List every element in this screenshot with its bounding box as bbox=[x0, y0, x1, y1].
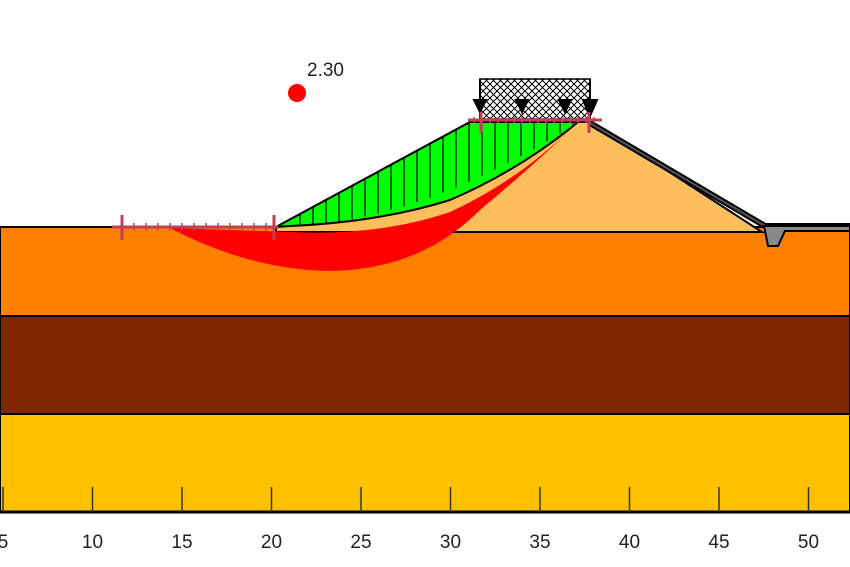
factor-of-safety-label: 2.30 bbox=[307, 60, 344, 81]
ditch bbox=[762, 225, 850, 247]
axis-tick-label: 35 bbox=[529, 532, 550, 553]
axis-tick-label: 15 bbox=[171, 532, 192, 553]
axis-tick-label: 20 bbox=[261, 532, 282, 553]
slip-surface bbox=[170, 122, 578, 271]
axis-tick-label: 45 bbox=[708, 532, 729, 553]
soil-layer-bottom bbox=[0, 413, 850, 513]
axis-tick-label: 25 bbox=[350, 532, 371, 553]
axis-tick-label: 40 bbox=[619, 532, 640, 553]
axis-tick-label: 5 bbox=[0, 532, 8, 553]
slip-center-marker bbox=[288, 84, 306, 102]
axis-tick-label: 30 bbox=[440, 532, 461, 553]
surcharge-load bbox=[479, 78, 591, 120]
soil-layer-middle bbox=[0, 315, 850, 415]
axis-tick-label: 10 bbox=[82, 532, 103, 553]
load-arrows bbox=[472, 79, 599, 120]
slip-limits bbox=[112, 112, 602, 240]
x-axis: 5 10 15 20 25 30 35 40 45 50 bbox=[0, 487, 819, 553]
axis-tick-label: 50 bbox=[798, 532, 819, 553]
